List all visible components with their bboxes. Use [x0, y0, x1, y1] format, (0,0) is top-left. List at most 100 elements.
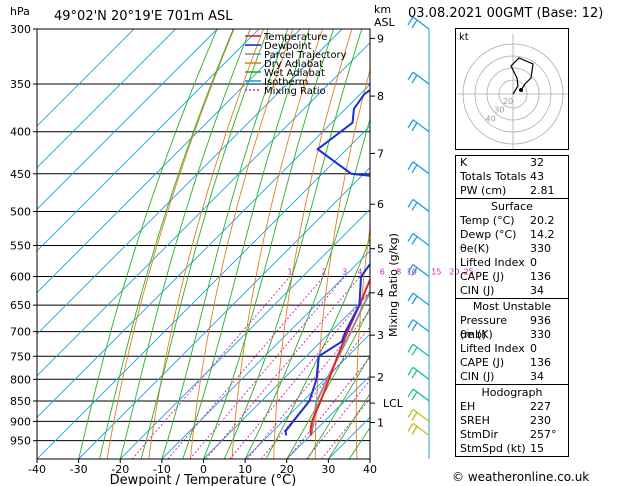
pressure-tick-label: 650 [10, 299, 31, 312]
wind-barb-shaft [412, 198, 430, 212]
hodograph-ring-label: 40 [486, 114, 496, 123]
mixing-ratio-label: 1 [287, 268, 292, 277]
legend-label: Mixing Ratio [264, 86, 326, 97]
wind-barb [407, 161, 430, 175]
table-row: Lifted Index 0 [456, 342, 568, 356]
altitude-tick-label: 9 [377, 32, 384, 45]
hodograph-unit-label: kt [459, 32, 469, 43]
isotherm-line [286, 375, 370, 459]
altitude-tick-label: 2 [377, 371, 384, 384]
table-row: θe (K) 330 [456, 328, 568, 342]
wind-barb [407, 366, 430, 380]
wet-adiabat-line [98, 29, 234, 459]
temperature-tick-label: -10 [153, 463, 171, 476]
wet-adiabat-line [203, 29, 334, 459]
altitude-axis: 9 8 7 6 5 4 3 2 1 LCL [370, 32, 404, 430]
row-label: Dewp (°C) [460, 228, 517, 241]
wind-barb-flag [411, 122, 418, 132]
credit-text: © weatheronline.co.uk [452, 470, 590, 484]
pressure-tick-label: 450 [10, 168, 31, 181]
wet-adiabat-line [78, 29, 218, 459]
row-value: 20.2 [530, 214, 555, 227]
legend-label: Dewpoint [264, 41, 312, 52]
km-label: km [374, 3, 391, 16]
wind-barb-flag [407, 264, 414, 273]
wind-barb [407, 292, 430, 306]
wet-adiabat-line [182, 29, 310, 459]
temperature-tick-label: -40 [28, 463, 46, 476]
pressure-tick-label: 850 [10, 395, 31, 408]
pressure-axis: 300 350 400 450 500 550 600 650 700 750 800 850 900 9… [10, 23, 37, 448]
wind-barb-flag [411, 426, 418, 435]
mixing-ratio-line [167, 276, 325, 459]
dry-adiabat-line [273, 29, 353, 459]
row-label: Lifted Index [460, 256, 525, 269]
wind-barb-flag [407, 388, 414, 398]
row-value: 34 [530, 284, 544, 297]
dry-adiabat-line [396, 29, 441, 459]
wet-adiabat-line [119, 29, 251, 459]
mixing-ratio-line [189, 276, 345, 459]
wind-barb-shaft [412, 408, 430, 422]
table-row: Lifted Index 0 [456, 256, 568, 270]
dry-adiabat-line [148, 29, 264, 459]
lcl-label: LCL [383, 397, 404, 410]
wind-barb-flag [407, 16, 414, 26]
isotherm-line [119, 208, 370, 459]
indices-panel: K 32 Totals Totals 43 PW (cm) 2.81 Surface Te… [455, 155, 569, 457]
legend-label: Wet Adiabat [264, 68, 325, 79]
wind-barb-flag [407, 409, 414, 418]
temperature-line [309, 277, 370, 436]
wind-barb-shaft [412, 388, 430, 402]
wind-barb-flag [411, 322, 418, 331]
wind-barb-shaft [412, 71, 430, 85]
temperature-axis: -40 -30 -20 -10 0 10 20 30 40 [28, 459, 377, 476]
row-value: 936 [530, 314, 551, 327]
row-value: 0 [530, 342, 537, 355]
row-label: EH [460, 400, 476, 413]
pressure-tick-label: 550 [10, 239, 31, 252]
wet-adiabat-line [161, 29, 289, 459]
mixing-ratio-label: 15 [431, 268, 441, 277]
wind-barb-shaft [412, 366, 430, 380]
pressure-tick-label: 300 [10, 23, 31, 36]
table-row: θe(K) 330 [456, 242, 568, 256]
wind-barb-flag [411, 346, 418, 356]
row-label: θe(K) [460, 242, 490, 255]
wind-barb [407, 264, 430, 278]
row-label: SREH [460, 414, 490, 427]
wind-barb-shaft [412, 292, 430, 306]
wind-barb-shaft [412, 319, 430, 333]
wind-barb-flag [411, 164, 418, 174]
table-row: StmSpd (kt) 15 [456, 442, 568, 456]
row-value: 136 [530, 356, 551, 369]
dry-adiabat-line [577, 29, 606, 459]
mixing-ratio-label: 25 [464, 268, 474, 277]
wind-barb-flag [407, 161, 414, 171]
row-value: 136 [530, 270, 551, 283]
dewpoint-line [284, 88, 370, 436]
isotherm-line [37, 83, 370, 419]
surface-title: Surface [456, 198, 568, 214]
row-value: 43 [530, 170, 544, 183]
wind-barb-shaft [412, 264, 430, 278]
table-row: StmDir 257° [456, 428, 568, 442]
row-label: StmSpd (kt) [460, 442, 526, 455]
legend-label: Isotherm [264, 77, 308, 88]
isotherm-line [37, 125, 370, 459]
mixing-ratio-label: 2 [321, 268, 326, 277]
wind-barb-flag [407, 423, 414, 432]
mixing-ratio-labels: 1 2 3 4 6 8 10 15 20 25 [287, 268, 473, 277]
wet-adiabat-line [265, 237, 370, 459]
table-row: CAPE (J) 136 [456, 356, 568, 370]
hpa-label: hPa [10, 5, 30, 18]
wind-barb-shaft [412, 119, 430, 133]
wind-barb-flag [407, 343, 414, 353]
table-row: Temp (°C) 20.2 [456, 214, 568, 228]
dry-adiabat-line [314, 68, 370, 459]
isotherm-line [37, 29, 301, 294]
pressure-tick-label: 600 [10, 271, 31, 284]
altitude-tick-label: 1 [377, 417, 384, 430]
